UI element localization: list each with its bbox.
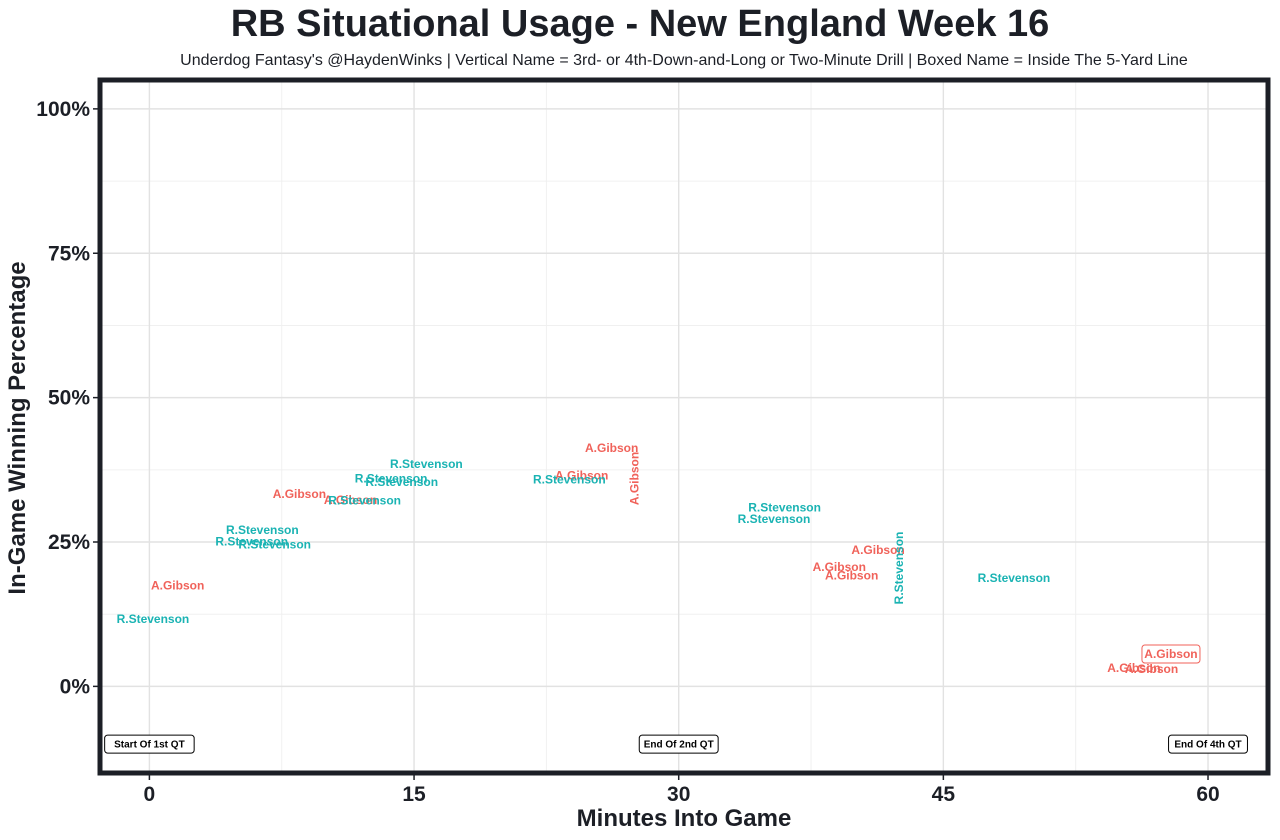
x-tick-label: 45 bbox=[932, 783, 956, 806]
data-point-label: R.Stevenson bbox=[226, 523, 299, 537]
data-point-label: A.Gibson bbox=[851, 543, 904, 557]
data-point-label: R.Stevenson bbox=[978, 571, 1051, 585]
quarter-annotation-box bbox=[638, 734, 719, 754]
quarter-annotation-label: End Of 4th QT bbox=[1174, 740, 1241, 751]
y-tick-label: 75% bbox=[48, 242, 90, 265]
data-point-label: R.Stevenson bbox=[892, 532, 906, 605]
data-point-label: R.Stevenson bbox=[215, 534, 288, 548]
x-tick-label: 60 bbox=[1196, 783, 1219, 806]
data-point-label: R.Stevenson bbox=[390, 457, 463, 471]
x-tick-label: 0 bbox=[144, 783, 156, 806]
data-point-label: R.Stevenson bbox=[738, 512, 811, 526]
quarter-annotation-box bbox=[104, 734, 195, 754]
plot-border bbox=[97, 77, 1271, 776]
data-point-label: A.Gibson bbox=[555, 469, 608, 483]
data-point-label: R.Stevenson bbox=[748, 500, 821, 514]
data-point-label: A.Gibson bbox=[324, 493, 377, 507]
data-point-label: A.Gibson bbox=[825, 568, 878, 582]
data-point-label: R.Stevenson bbox=[238, 537, 311, 551]
data-point-label: R.Stevenson bbox=[355, 471, 428, 485]
y-tick-label: 25% bbox=[48, 531, 90, 554]
data-point-label: A.Gibson bbox=[1125, 662, 1178, 676]
data-point-label: R.Stevenson bbox=[328, 493, 401, 507]
data-point-label: A.Gibson bbox=[1144, 647, 1197, 661]
x-tick-label: 15 bbox=[402, 783, 426, 806]
y-tick-label: 100% bbox=[36, 98, 90, 121]
quarter-annotation-label: End Of 2nd QT bbox=[644, 740, 714, 751]
data-point-label: R.Stevenson bbox=[365, 475, 438, 489]
data-point-label: A.Gibson bbox=[151, 578, 204, 592]
data-point-label: A.Gibson bbox=[628, 452, 642, 505]
x-tick-label: 30 bbox=[667, 783, 690, 806]
data-point-label: R.Stevenson bbox=[533, 473, 606, 487]
point-box bbox=[1141, 644, 1201, 664]
y-tick-label: 0% bbox=[60, 675, 91, 698]
data-point-label: A.Gibson bbox=[1107, 661, 1160, 675]
quarter-annotation-label: Start Of 1st QT bbox=[114, 740, 185, 751]
x-axis-label: Minutes Into Game bbox=[576, 805, 792, 832]
data-point-label: A.Gibson bbox=[273, 487, 326, 501]
data-point-label: A.Gibson bbox=[813, 560, 866, 574]
y-tick-label: 50% bbox=[48, 387, 90, 410]
data-point-label: R.Stevenson bbox=[117, 612, 190, 626]
chart-title: RB Situational Usage - New England Week … bbox=[230, 3, 1050, 45]
data-point-label: A.Gibson bbox=[585, 441, 638, 455]
quarter-annotation-box bbox=[1168, 734, 1248, 754]
chart-subtitle: Underdog Fantasy's @HaydenWinks | Vertic… bbox=[180, 52, 1188, 69]
